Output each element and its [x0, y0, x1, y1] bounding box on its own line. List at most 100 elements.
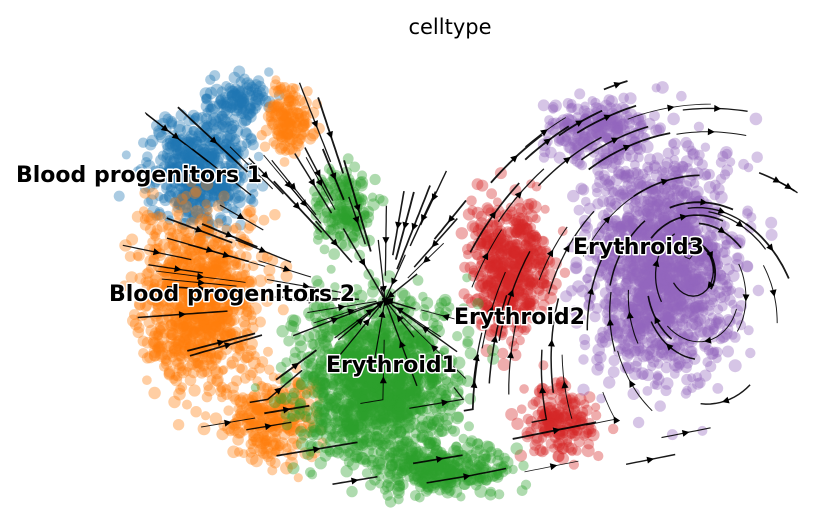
scatter-point: [173, 335, 185, 347]
scatter-point: [184, 169, 197, 183]
scatter-point: [186, 250, 200, 264]
scatter-point: [194, 164, 206, 176]
scatter-point: [164, 190, 177, 204]
scatter-point: [287, 462, 300, 475]
scatter-point: [248, 197, 259, 208]
scatter-point: [182, 180, 193, 191]
scatter-point: [215, 214, 227, 227]
scatter-point: [700, 142, 711, 152]
scatter-point: [173, 124, 186, 137]
scatter-point: [180, 290, 193, 303]
scatter-point: [221, 133, 234, 145]
scatter-point: [196, 213, 208, 225]
scatter-point: [227, 203, 238, 215]
scatter-point: [146, 170, 160, 184]
scatter-point: [256, 130, 267, 141]
scatter-point: [171, 318, 184, 331]
scatter-point: [185, 136, 196, 147]
scatter-point: [155, 263, 168, 276]
scatter-point: [206, 181, 219, 195]
scatter-point: [210, 115, 222, 127]
scatter-point: [182, 144, 194, 156]
scatter-point: [202, 211, 213, 222]
scatter-point: [246, 108, 257, 119]
scatter-point: [170, 139, 184, 152]
scatter-point: [249, 96, 262, 109]
scatter-point: [189, 164, 202, 177]
scatter-point: [244, 192, 256, 204]
scatter-point: [196, 290, 207, 301]
scatter-point: [189, 160, 201, 172]
scatter-point: [244, 103, 256, 115]
scatter-point: [151, 224, 163, 236]
scatter-point: [186, 331, 198, 342]
scatter-point: [195, 156, 205, 166]
scatter-point: [239, 114, 252, 127]
scatter-point: [632, 292, 643, 303]
scatter-point: [183, 303, 196, 316]
scatter-point: [227, 89, 240, 103]
scatter-point: [181, 167, 193, 178]
scatter-point: [204, 308, 216, 319]
scatter-point: [269, 209, 281, 221]
scatter-point: [229, 87, 240, 99]
scatter-point: [245, 337, 258, 351]
scatter-point: [215, 95, 225, 105]
scatter-point: [264, 364, 275, 375]
scatter-point: [219, 195, 230, 206]
scatter-point: [195, 130, 208, 143]
scatter-point: [192, 136, 202, 146]
scatter-point: [200, 99, 214, 113]
scatter-point: [698, 326, 710, 338]
scatter-point: [253, 404, 264, 416]
scatter-point: [171, 371, 181, 381]
scatter-point: [581, 196, 591, 207]
scatter-point: [219, 260, 232, 272]
scatter-point: [585, 266, 596, 278]
scatter-point: [163, 222, 177, 236]
scatter-point: [172, 200, 185, 214]
scatter-point: [619, 339, 633, 352]
scatter-point: [161, 267, 173, 279]
scatter-point: [206, 264, 220, 278]
scatter-point: [252, 75, 265, 87]
scatter-point: [175, 175, 187, 187]
scatter-point: [185, 178, 198, 190]
scatter-point: [233, 65, 246, 78]
scatter-point: [210, 154, 224, 168]
scatter-point: [240, 82, 254, 95]
scatter-point: [201, 93, 213, 105]
scatter-point: [468, 265, 479, 275]
scatter-point: [142, 180, 156, 193]
scatter-point: [192, 292, 202, 302]
scatter-point: [181, 176, 192, 187]
scatter-point: [181, 134, 192, 145]
scatter-point: [249, 189, 259, 199]
scatter-point: [158, 238, 170, 251]
scatter-point: [203, 205, 213, 215]
scatter-point: [251, 89, 264, 103]
scatter-point: [178, 273, 190, 285]
scatter-point: [250, 92, 264, 105]
scatter-point: [194, 295, 207, 309]
scatter-point: [208, 332, 219, 343]
scatter-point: [182, 191, 192, 201]
scatter-point: [187, 165, 197, 176]
scatter-point: [196, 236, 210, 250]
scatter-point: [214, 212, 227, 224]
scatter-point: [253, 151, 264, 162]
scatter-point: [234, 277, 246, 290]
scatter-point: [212, 293, 225, 306]
scatter-point: [170, 186, 182, 199]
scatter-point: [177, 300, 191, 313]
scatter-point: [237, 96, 248, 107]
scatter-point: [174, 344, 186, 356]
scatter-point: [209, 172, 221, 184]
scatter-point: [206, 162, 218, 175]
scatter-point: [180, 321, 193, 334]
scatter-point: [132, 326, 145, 339]
scatter-point: [243, 79, 256, 91]
scatter-point: [205, 325, 217, 337]
scatter-point: [138, 206, 149, 216]
scatter-point: [161, 278, 175, 291]
